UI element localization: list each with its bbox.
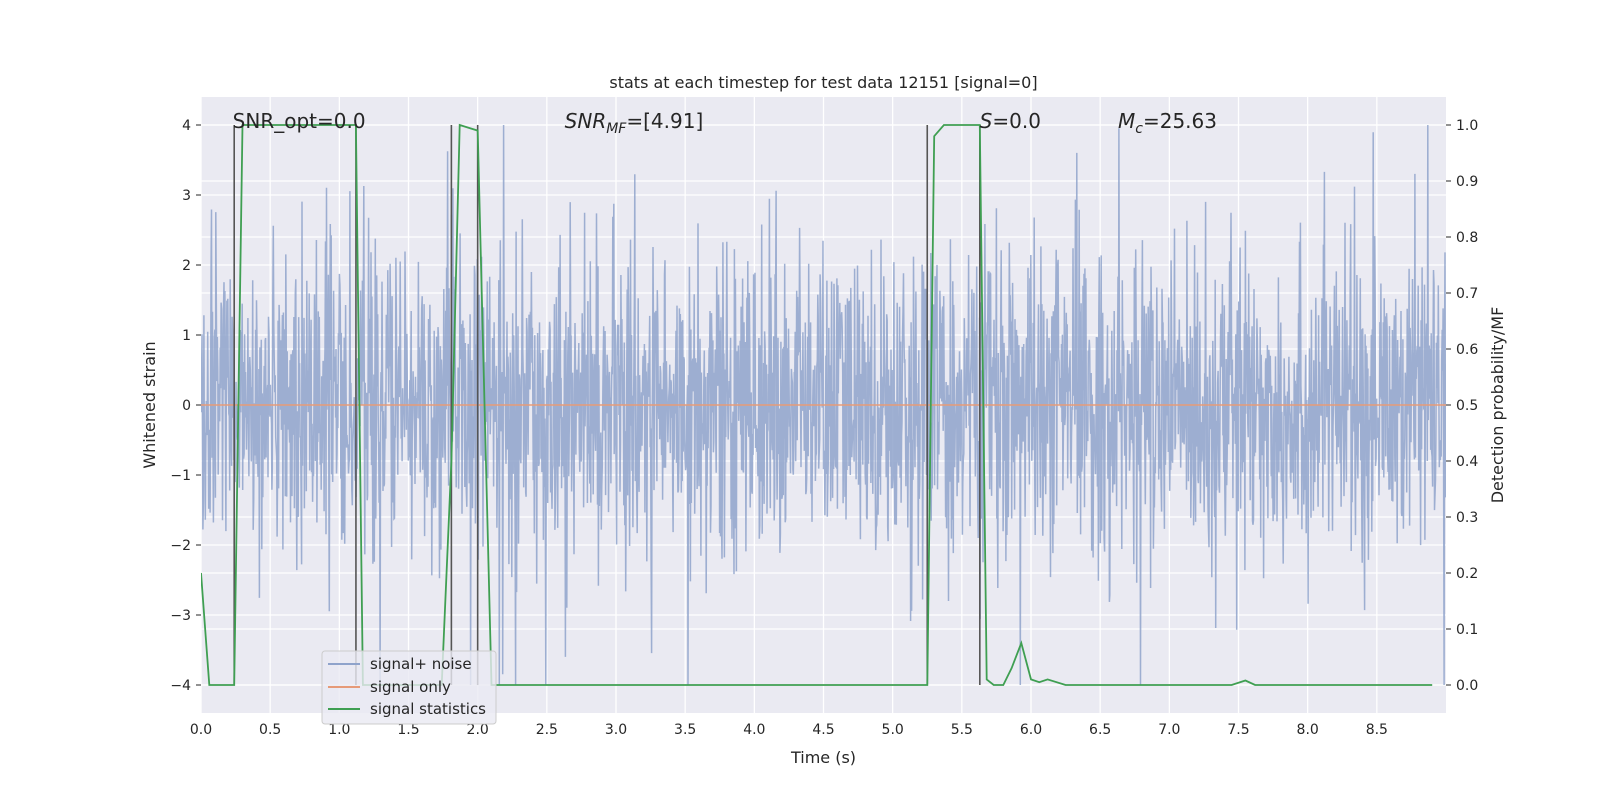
x-tick-label: 7.0 [1158,722,1180,738]
axis-ticks: 0.0 0.5 1.0 1.5 2.0 2.5 3.0 3.5 4.0 4.5 5.0 5.5 6.0 6… [170,118,1478,738]
x-tick-label: 0.0 [190,722,212,738]
x-tick-label: 0.5 [259,722,281,738]
y-tick-label-left: 3 [182,188,191,204]
x-tick-label: 1.5 [397,722,419,738]
y-tick-label-left: 2 [182,258,191,274]
series-signal-plus-noise [201,124,1446,686]
legend-label-signal-noise: signal+ noise [370,655,472,673]
x-tick-label: 3.5 [674,722,696,738]
y-tick-label-right: 0.9 [1456,174,1478,190]
y-tick-label-right: 1.0 [1456,118,1478,134]
snr-opt-annotation: SNR_opt=0.0 [233,109,366,133]
y-tick-label-left: −4 [170,678,191,694]
y-tick-label-right: 0.2 [1456,566,1478,582]
x-tick-label: 2.0 [467,722,489,738]
y-tick-label-left: 1 [182,328,191,344]
legend-label-signal-statistics: signal statistics [370,700,486,718]
y-tick-label-right: 0.5 [1456,398,1478,414]
y-tick-label-right: 0.8 [1456,230,1478,246]
y-tick-label-left: −2 [170,538,191,554]
y-tick-label-right: 0.4 [1456,454,1478,470]
chart-title: stats at each timestep for test data 121… [609,73,1037,92]
x-tick-label: 5.0 [882,722,904,738]
x-tick-label: 7.5 [1227,722,1249,738]
mc-annotation: Mc=25.63 [1118,109,1217,137]
x-tick-label: 2.5 [536,722,558,738]
y-tick-label-left: 4 [182,118,191,134]
x-tick-label: 8.0 [1297,722,1319,738]
y-tick-label-left: −1 [170,468,191,484]
x-tick-label: 6.5 [1089,722,1111,738]
series-signal-statistics [201,123,1433,686]
signal-plus-noise-series [201,124,1446,686]
y-tick-label-right: 0.3 [1456,510,1478,526]
annotations: SNR_opt=0.0 SNRMF=[4.91] S=0.0 Mc=25.63 [233,109,1217,137]
x-tick-label: 6.0 [1020,722,1042,738]
y-axis-label-left: Whitened strain [140,341,159,468]
legend-label-signal-only: signal only [370,678,451,696]
y-tick-label-right: 0.0 [1456,678,1478,694]
x-tick-label: 3.0 [605,722,627,738]
y-tick-label-left: 0 [182,398,191,414]
snr-mf-annotation: SNRMF=[4.91] [565,109,704,137]
y-tick-label-left: −3 [170,608,191,624]
x-tick-label: 4.5 [812,722,834,738]
x-tick-label: 5.5 [951,722,973,738]
legend: signal+ noise signal only signal statist… [321,650,497,725]
s-annotation: S=0.0 [980,109,1041,133]
x-tick-label: 8.5 [1366,722,1388,738]
x-tick-label: 1.0 [328,722,350,738]
y-tick-label-right: 0.6 [1456,342,1478,358]
x-tick-label: 4.0 [743,722,765,738]
legend-box [321,650,497,725]
y-tick-label-right: 0.1 [1456,622,1478,638]
y-axis-label-right: Detection probability/MF [1488,307,1507,504]
x-axis-label: Time (s) [790,748,856,767]
y-tick-label-right: 0.7 [1456,286,1478,302]
